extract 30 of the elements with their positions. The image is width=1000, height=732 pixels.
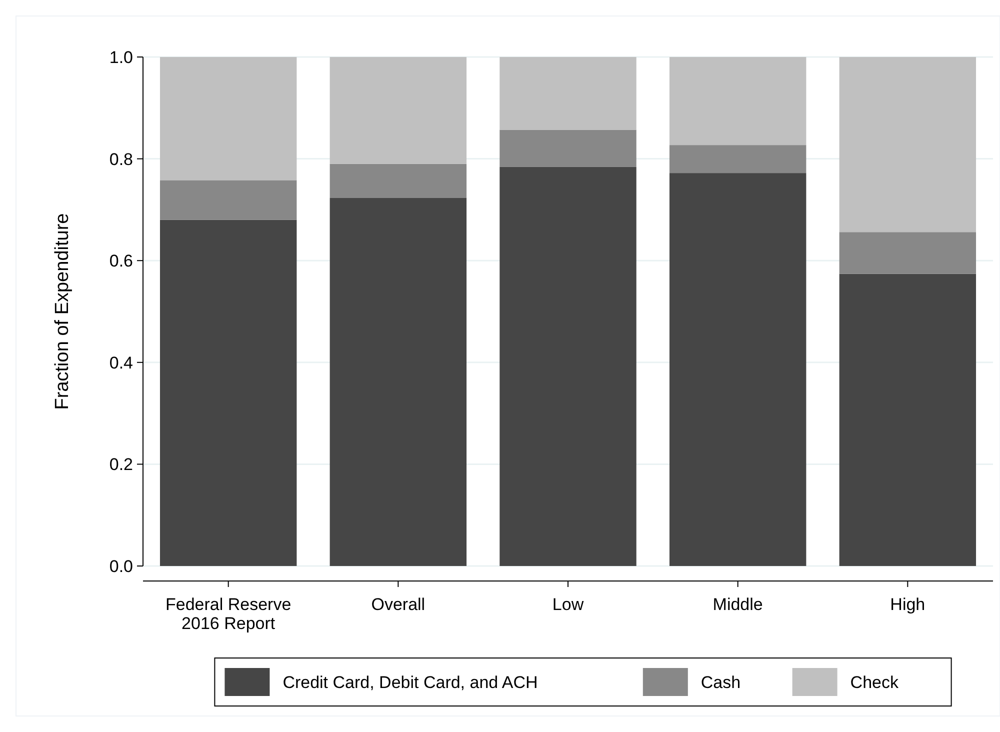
bar [160,220,297,566]
y-tick-label: 0.6 [109,252,133,271]
bar [669,173,806,566]
x-tick-label: Middle [712,595,763,614]
x-tick-label: Federal Reserve 2016 Report [166,595,292,633]
x-tick-label: Low [552,595,584,614]
y-tick-label: 0.8 [109,150,133,169]
y-tick-label: 0.2 [109,455,133,474]
bar [500,166,636,566]
bar [839,57,976,232]
bar [669,57,806,146]
y-tick-label: 1.0 [109,48,133,67]
x-tick-label: High [890,595,926,614]
bar [500,130,636,167]
legend-label: Credit Card, Debit Card, and ACH [282,672,538,692]
bar [160,180,297,220]
bar [330,57,467,164]
x-tick-label: Overall [371,595,426,614]
bar [500,57,636,130]
y-axis-title: Fraction of Expenditure [52,213,73,410]
y-tick-label: 0.0 [109,556,133,576]
bar [839,232,976,274]
bar [669,145,806,174]
bar [330,164,467,198]
y-tick-label: 0.4 [109,353,133,372]
bar [839,274,976,566]
bar [330,198,467,566]
bar [160,57,297,180]
legend-label: Check [850,672,899,692]
legend-label: Cash [700,672,741,692]
